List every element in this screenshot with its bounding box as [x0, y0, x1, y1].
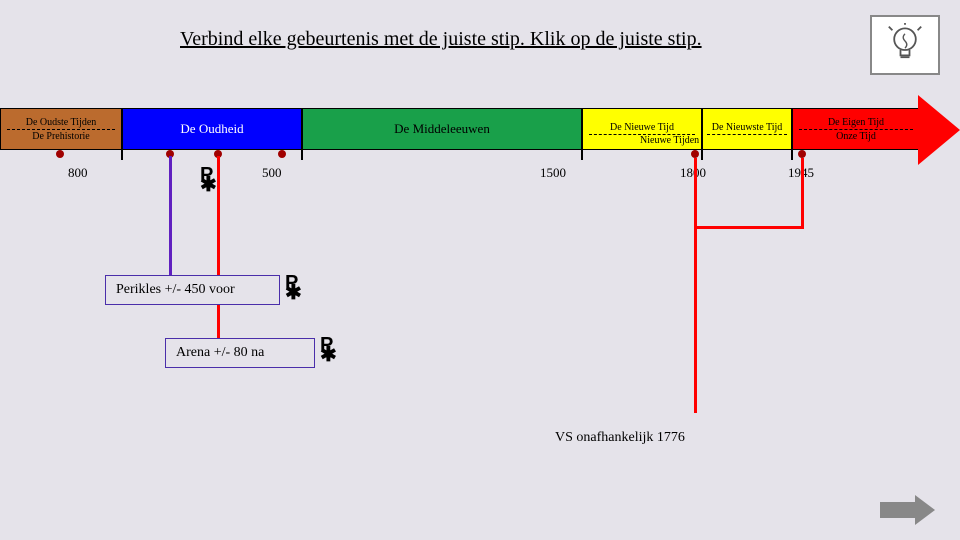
timeline-segment: De Oudste TijdenDe Prehistorie	[0, 108, 122, 150]
pushpin-icon: P✱	[200, 170, 217, 190]
connector-line	[217, 156, 220, 346]
timeline-arrowhead	[918, 95, 960, 165]
next-button[interactable]	[880, 495, 935, 525]
pushpin-icon: P✱	[320, 340, 337, 360]
tick	[301, 150, 303, 160]
timeline-dot[interactable]	[278, 150, 286, 158]
arrow-head-icon	[915, 495, 935, 525]
timeline-segment: De Nieuwste Tijd	[702, 108, 792, 150]
timeline-dot[interactable]	[798, 150, 806, 158]
segment-sublabel: Nieuwe Tijden	[640, 135, 699, 146]
event-label: Perikles +/- 450 voor	[116, 282, 235, 297]
timeline: De Oudste TijdenDe PrehistorieDe Oudheid…	[0, 108, 958, 150]
event-box-arena[interactable]: Arena +/- 80 na	[165, 338, 315, 368]
event-vs[interactable]: VS onafhankelijk 1776	[555, 430, 685, 446]
year-label: 500	[262, 165, 282, 181]
pushpin-icon: P✱	[285, 278, 302, 298]
hint-icon[interactable]	[870, 15, 940, 75]
timeline-dot[interactable]	[56, 150, 64, 158]
timeline-segment: De Oudheid	[122, 108, 302, 150]
connector-line	[694, 158, 697, 413]
timeline-segment: De Middeleeuwen	[302, 108, 582, 150]
year-label: 800	[68, 165, 88, 181]
year-label: 1500	[540, 165, 566, 181]
page-title: Verbind elke gebeurtenis met de juiste s…	[180, 28, 702, 51]
connector-line	[801, 158, 804, 228]
connector-line	[697, 226, 804, 229]
year-label: 1800	[680, 165, 706, 181]
event-label: Arena +/- 80 na	[176, 345, 264, 360]
connector-line	[169, 156, 172, 284]
tick	[701, 150, 703, 160]
event-box-perikles[interactable]: Perikles +/- 450 voor	[105, 275, 280, 305]
timeline-dot[interactable]	[691, 150, 699, 158]
arrow-shaft	[880, 502, 915, 518]
tick	[791, 150, 793, 160]
timeline-segment: De Eigen TijdOnze Tijd	[792, 108, 920, 150]
tick	[121, 150, 123, 160]
tick	[581, 150, 583, 160]
